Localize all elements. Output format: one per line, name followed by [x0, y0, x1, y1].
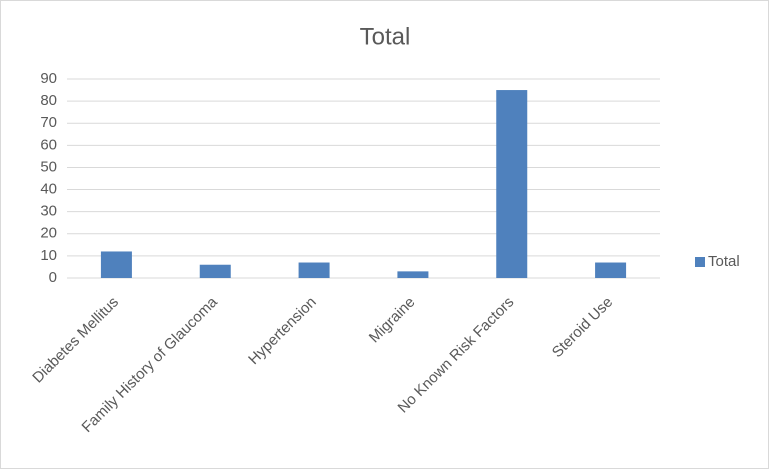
- y-tick-label: 0: [49, 269, 57, 286]
- y-tick-label: 40: [40, 181, 57, 198]
- y-tick-label: 70: [40, 114, 57, 131]
- y-tick-label: 90: [40, 70, 57, 87]
- bar: [100, 251, 132, 278]
- legend-swatch: [695, 257, 705, 267]
- bar: [199, 264, 231, 278]
- bar: [298, 262, 330, 278]
- y-tick-label: 60: [40, 136, 57, 153]
- bar: [397, 271, 429, 278]
- y-tick-label: 20: [40, 225, 57, 242]
- y-tick-label: 50: [40, 158, 57, 175]
- bar: [496, 90, 528, 278]
- y-tick-label: 30: [40, 203, 57, 220]
- bar: [595, 262, 627, 278]
- legend-label: Total: [708, 253, 740, 270]
- chart-title: Total: [360, 23, 411, 50]
- y-tick-label: 10: [40, 247, 57, 264]
- y-tick-label: 80: [40, 92, 57, 109]
